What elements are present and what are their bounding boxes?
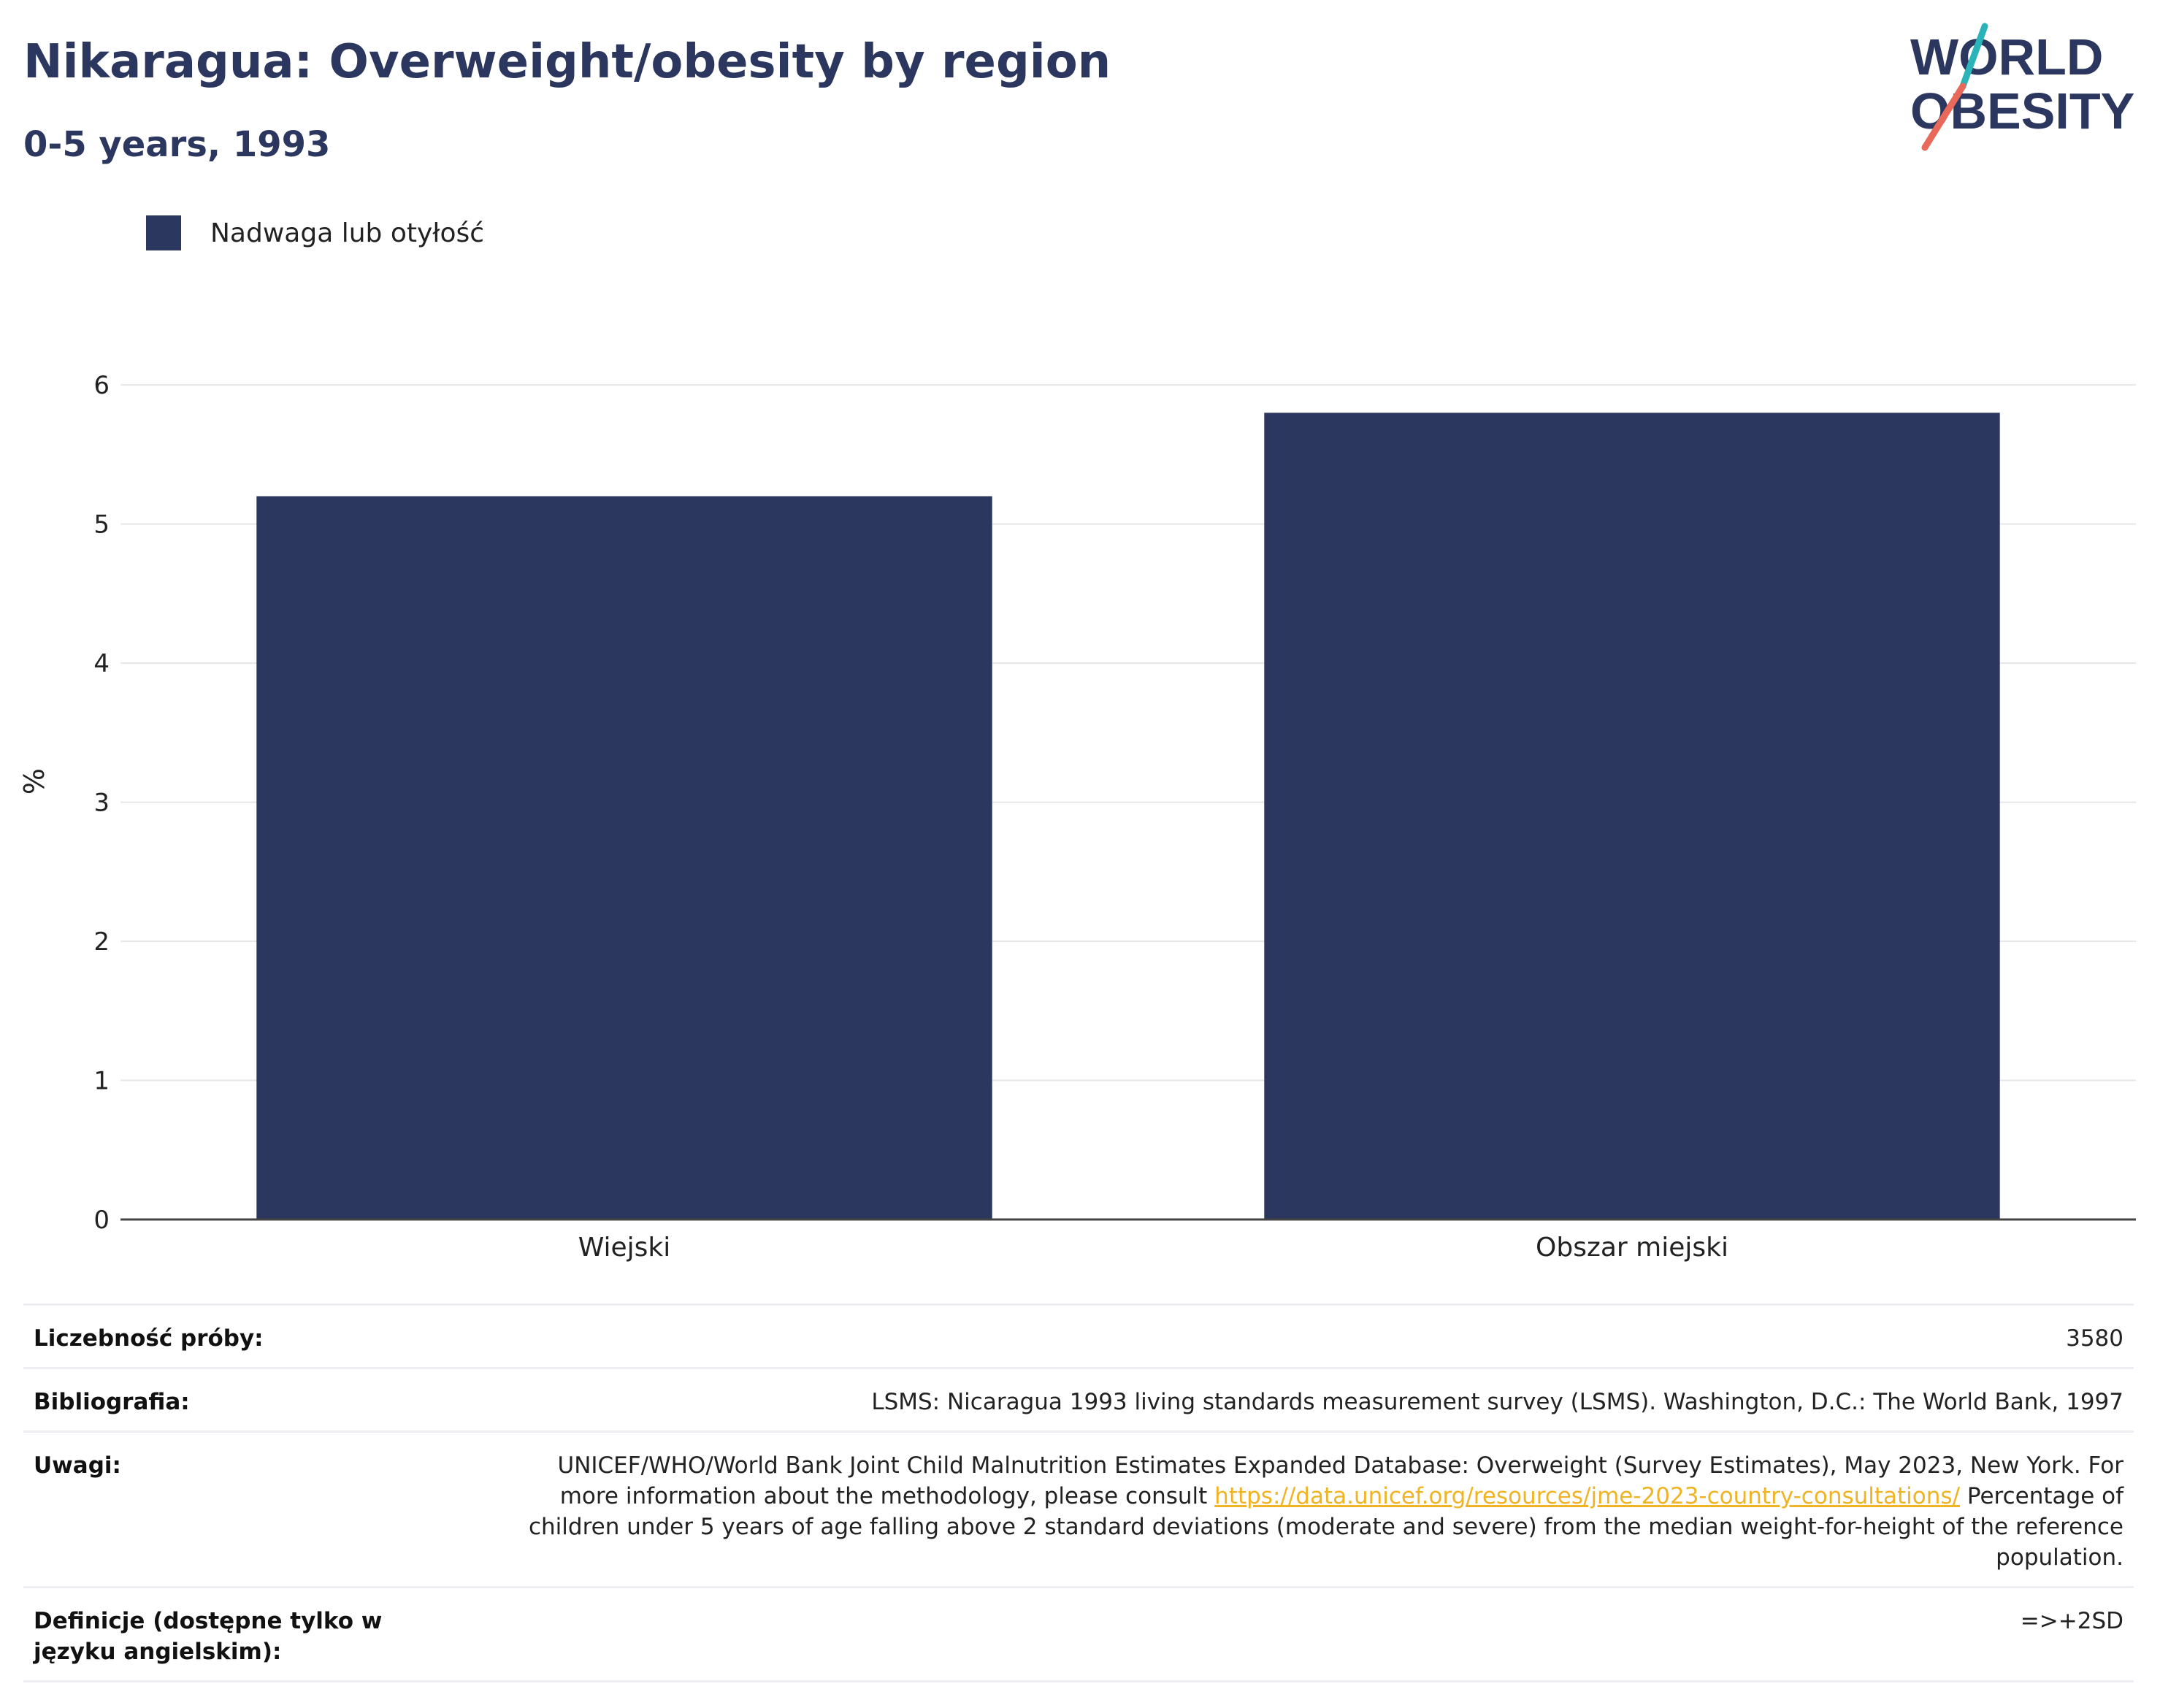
legend-label: Nadwaga lub otyłość [210, 218, 485, 248]
world-obesity-logo: WORLD OBESITY [1910, 23, 2134, 151]
y-axis-label: % [18, 768, 50, 794]
info-row-sample: Liczebność próby: 3580 [23, 1304, 2134, 1368]
definitions-label: Definicje (dostępne tylko w języku angie… [34, 1608, 383, 1665]
y-tick-label: 4 [93, 649, 110, 678]
y-tick-label: 1 [93, 1067, 110, 1096]
bibliography-value: LSMS: Nicaragua 1993 living standards me… [871, 1389, 2123, 1415]
bar [1264, 413, 2000, 1220]
info-row-bibliography: Bibliografia: LSMS: Nicaragua 1993 livin… [23, 1368, 2134, 1432]
logo-slash-teal [1959, 23, 1988, 90]
y-tick-label: 5 [93, 510, 110, 540]
chart-legend: Nadwaga lub otyłość [146, 215, 484, 250]
y-tick-label: 3 [93, 789, 110, 818]
info-table: Liczebność próby: 3580 Bibliografia: LSM… [23, 1303, 2134, 1682]
x-tick-label: Wiejski [578, 1233, 671, 1263]
legend-swatch [146, 215, 181, 250]
y-tick-label: 0 [93, 1206, 110, 1235]
notes-label: Uwagi: [34, 1452, 121, 1479]
logo-slash-coral [1921, 83, 1966, 151]
info-row-notes: Uwagi: UNICEF/WHO/World Bank Joint Child… [23, 1431, 2134, 1588]
bar-chart: 0 1 2 3 4 5 6 Wiejski Obszar miejski% [18, 371, 2136, 1263]
bibliography-label: Bibliografia: [34, 1389, 190, 1415]
bar [256, 496, 992, 1219]
logo-text-world: WORLD [1910, 28, 2103, 85]
page-subtitle: 0-5 years, 1993 [23, 124, 331, 165]
page-title: Nikaragua: Overweight/obesity by region [23, 35, 1111, 89]
definitions-value: =>+2SD [2020, 1608, 2123, 1634]
notes-text: UNICEF/WHO/World Bank Joint Child Malnut… [557, 1452, 2124, 1509]
y-tick-label: 2 [93, 927, 110, 957]
notes-definition: Percentage of children under 5 years of … [528, 1483, 2123, 1571]
sample-size-value: 3580 [2066, 1325, 2123, 1352]
info-row-definitions: Definicje (dostępne tylko w języku angie… [23, 1587, 2134, 1682]
methodology-link[interactable]: https://data.unicef.org/resources/jme-20… [1214, 1483, 1961, 1509]
x-tick-label: Obszar miejski [1536, 1233, 1728, 1263]
y-tick-label: 6 [93, 371, 110, 400]
sample-size-label: Liczebność próby: [34, 1325, 264, 1352]
notes-value: UNICEF/WHO/World Bank Joint Child Malnut… [482, 1432, 2134, 1588]
